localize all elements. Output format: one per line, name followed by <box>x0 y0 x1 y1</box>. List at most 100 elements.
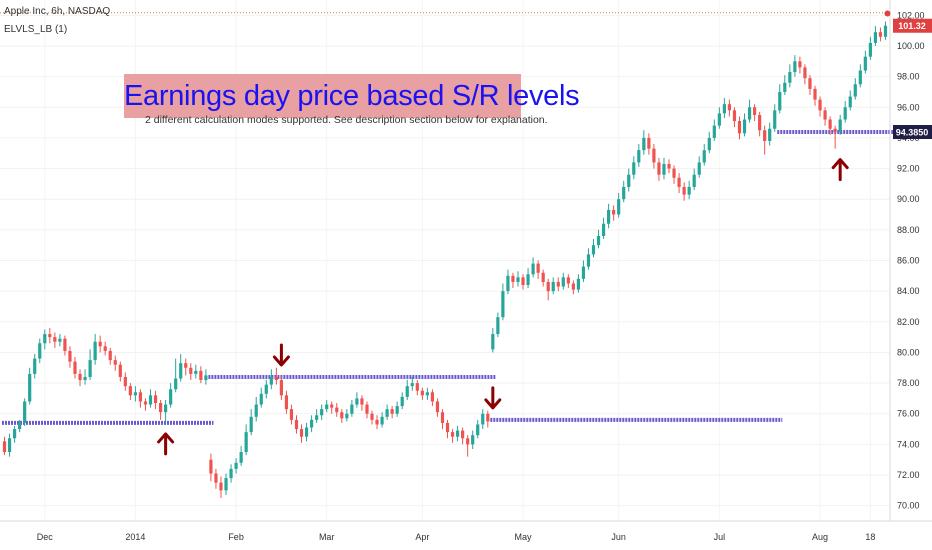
candle-body <box>68 350 72 362</box>
candle <box>309 415 314 433</box>
candle-body <box>747 107 752 120</box>
candle <box>823 107 827 126</box>
candle <box>873 26 878 46</box>
candle <box>576 274 581 293</box>
arrow-head <box>157 432 175 444</box>
candle <box>148 389 153 408</box>
earnings-arrow-down <box>272 343 290 367</box>
x-tick-label: Jul <box>714 532 726 542</box>
candle-body <box>823 110 827 120</box>
y-tick-label: 88.00 <box>897 225 920 235</box>
candle <box>390 406 394 419</box>
candle-body <box>556 281 560 287</box>
level-price-tag: 94.3850 <box>893 125 932 140</box>
candle-body <box>284 395 289 410</box>
candle <box>415 380 419 396</box>
candle <box>239 445 243 466</box>
candle <box>677 173 681 194</box>
time-axis[interactable]: Dec 2014 Feb Mar Apr May Jun Jul Aug 18 <box>37 532 876 542</box>
candle-body <box>309 419 314 428</box>
candle-body <box>536 263 540 273</box>
y-tick-label: 90.00 <box>897 194 920 204</box>
candle <box>103 341 107 356</box>
y-tick-label: 70.00 <box>897 501 920 511</box>
candle-body <box>445 422 450 433</box>
candle-body <box>727 104 732 111</box>
x-tick-label: 18 <box>865 532 875 542</box>
candle-body <box>138 392 143 402</box>
candle-body <box>390 409 394 414</box>
candle-body <box>546 281 550 292</box>
candle-body <box>350 404 354 414</box>
candle <box>395 401 399 417</box>
candle <box>143 398 148 411</box>
candle-body <box>375 419 379 425</box>
symbol-info[interactable]: Apple Inc, 6h, NASDAQ <box>4 6 111 17</box>
candle-body <box>269 376 273 385</box>
candle <box>702 144 706 166</box>
candle <box>164 399 168 423</box>
candle-body <box>778 91 782 111</box>
candle-body <box>23 401 27 423</box>
candle <box>536 260 540 279</box>
candle <box>496 312 500 338</box>
candle <box>858 64 862 88</box>
candle-body <box>360 398 364 405</box>
candle <box>440 409 445 430</box>
candle <box>340 409 344 423</box>
last-price-dot <box>884 10 891 17</box>
candle <box>435 398 440 417</box>
candle-body <box>405 386 409 397</box>
candle-body <box>224 478 228 491</box>
candle <box>853 78 857 100</box>
candle-body <box>667 163 671 169</box>
candle <box>667 159 671 174</box>
candle-body <box>184 363 188 368</box>
candle-body <box>335 407 339 413</box>
candle-body <box>873 32 878 43</box>
candle-body <box>304 427 309 437</box>
candle-body <box>571 283 575 290</box>
candle <box>138 389 143 408</box>
banner-title: Earnings day price based S/R levels <box>124 80 580 112</box>
candle-body <box>647 137 651 149</box>
candle <box>571 280 575 295</box>
candle-body <box>863 56 867 71</box>
candle-body <box>189 367 193 374</box>
candle-body <box>289 409 294 420</box>
candle-body <box>28 373 32 402</box>
candle <box>617 193 621 218</box>
candle <box>12 425 17 443</box>
candle-body <box>576 278 581 290</box>
level-price-tag-bg <box>893 125 932 140</box>
candle-body <box>164 404 168 413</box>
candle <box>113 355 117 371</box>
candle <box>863 50 867 74</box>
candle <box>23 398 27 426</box>
candle <box>83 369 87 385</box>
candle <box>752 104 757 122</box>
candle-body <box>632 162 636 175</box>
banner-subtitle: 2 different calculation modes supported.… <box>145 114 548 126</box>
candle-body <box>652 148 656 163</box>
candle-body <box>158 403 163 413</box>
candle-body <box>415 383 419 391</box>
candle-body <box>83 376 87 381</box>
candle <box>53 332 57 348</box>
candle-body <box>773 110 777 129</box>
candle <box>259 387 263 408</box>
indicator-info[interactable]: ELVLS_LB (1) <box>4 24 68 35</box>
candle <box>158 399 163 420</box>
candle-body <box>476 424 480 436</box>
candle-body <box>742 119 747 134</box>
candle-body <box>320 409 324 416</box>
candle <box>763 125 767 155</box>
candle-body <box>541 272 545 282</box>
candle-body <box>365 404 369 414</box>
candle <box>73 357 77 379</box>
candle <box>380 412 384 428</box>
candle <box>521 274 525 290</box>
candle <box>184 358 188 376</box>
candle <box>360 395 364 411</box>
candle <box>637 144 641 168</box>
